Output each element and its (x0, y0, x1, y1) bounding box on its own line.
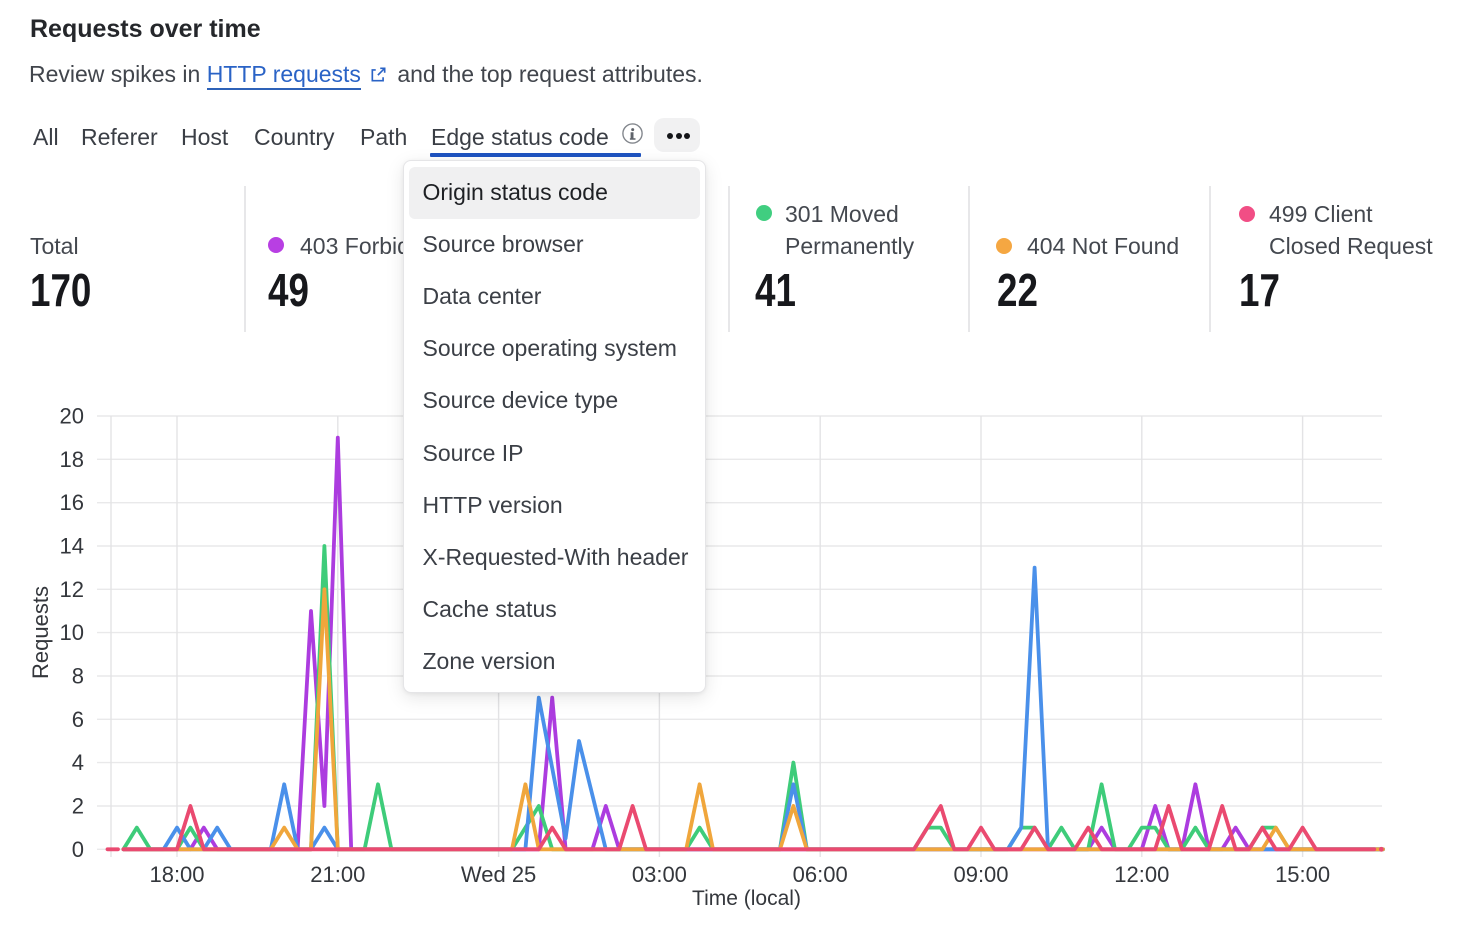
svg-text:06:00: 06:00 (793, 862, 848, 887)
svg-text:0: 0 (72, 837, 84, 862)
svg-text:12: 12 (60, 577, 84, 602)
svg-text:09:00: 09:00 (953, 862, 1008, 887)
svg-text:12:00: 12:00 (1114, 862, 1169, 887)
svg-text:Requests: Requests (28, 586, 53, 679)
svg-text:2: 2 (72, 794, 84, 819)
svg-text:18:00: 18:00 (149, 862, 204, 887)
svg-text:18: 18 (60, 447, 84, 472)
svg-text:20: 20 (60, 404, 84, 429)
svg-text:4: 4 (72, 750, 84, 775)
svg-text:15:00: 15:00 (1275, 862, 1330, 887)
svg-text:16: 16 (60, 490, 84, 515)
svg-text:Time (local): Time (local) (692, 887, 801, 910)
svg-text:14: 14 (60, 534, 84, 559)
svg-text:10: 10 (60, 620, 84, 645)
svg-text:8: 8 (72, 664, 84, 689)
svg-text:Wed 25: Wed 25 (461, 862, 536, 887)
svg-text:21:00: 21:00 (310, 862, 365, 887)
svg-text:6: 6 (72, 707, 84, 732)
svg-text:03:00: 03:00 (632, 862, 687, 887)
